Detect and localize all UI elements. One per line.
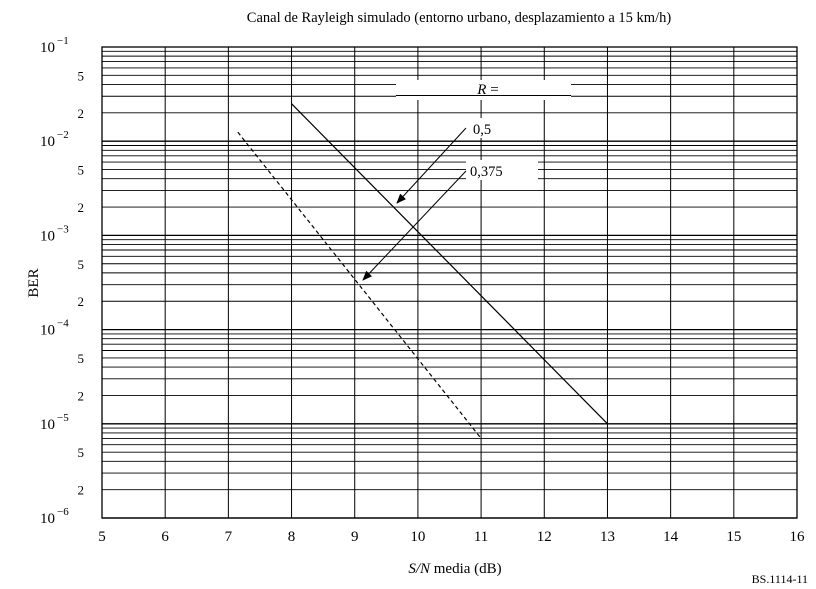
y-tick-label-minor: 5 xyxy=(78,445,85,460)
legend-box-0 xyxy=(466,118,524,138)
x-tick-label: 10 xyxy=(410,529,425,545)
legend-arrow-0 xyxy=(396,127,467,204)
y-tick-label-minor: 5 xyxy=(78,68,85,83)
y-tick-label-minor: 5 xyxy=(78,163,85,178)
legend-label-0: 0,5 xyxy=(473,122,491,138)
x-tick-label: 5 xyxy=(98,529,106,545)
legend-header: R = xyxy=(476,82,498,98)
x-tick-label: 11 xyxy=(474,529,488,545)
y-tick-label-decade: 10 −4 xyxy=(40,318,69,339)
x-tick-label: 14 xyxy=(663,529,679,545)
series-line-1 xyxy=(237,131,482,439)
y-tick-label-minor: 2 xyxy=(78,294,85,309)
y-tick-label-decade: 10 −2 xyxy=(40,129,69,150)
y-tick-label-minor: 2 xyxy=(78,200,85,215)
figure-id: BS.1114-11 xyxy=(752,572,808,586)
grid xyxy=(101,46,798,519)
legend-arrow-1 xyxy=(362,170,467,281)
x-tick-label: 8 xyxy=(288,529,296,545)
y-tick-base: 10 xyxy=(40,134,55,150)
y-tick-label-minor: 5 xyxy=(78,351,85,366)
y-tick-base: 10 xyxy=(40,323,55,339)
y-axis-label: BER xyxy=(26,268,42,297)
y-tick-exponent: −6 xyxy=(57,506,69,518)
y-tick-exponent: −2 xyxy=(57,129,69,141)
legend-label-1: 0,375 xyxy=(470,164,503,180)
y-tick-label-decade: 10 −5 xyxy=(40,412,69,433)
y-tick-exponent: −3 xyxy=(57,223,69,235)
plot-frame xyxy=(101,46,798,519)
legend-box-1 xyxy=(466,160,538,180)
y-tick-base: 10 xyxy=(40,40,55,56)
x-tick-label: 13 xyxy=(600,529,615,545)
series-layer xyxy=(237,103,608,439)
x-tick-label: 16 xyxy=(790,529,806,545)
y-tick-label-decade: 10 −1 xyxy=(40,35,69,56)
y-tick-exponent: −1 xyxy=(57,35,69,47)
x-axis-label: S/N media (dB) xyxy=(408,561,501,577)
x-tick-label: 9 xyxy=(351,529,359,545)
series-line-0 xyxy=(291,103,608,425)
x-tick-label: 15 xyxy=(726,529,741,545)
y-tick-base: 10 xyxy=(40,228,55,244)
x-tick-label: 6 xyxy=(161,529,169,545)
x-tick-label: 12 xyxy=(537,529,552,545)
y-tick-label-minor: 5 xyxy=(78,257,85,272)
y-tick-label-minor: 2 xyxy=(78,388,85,403)
legend-header-italic: R xyxy=(476,82,486,98)
x-axis-label-rest: media (dB) xyxy=(430,561,502,577)
y-tick-label-minor: 2 xyxy=(78,483,85,498)
x-tick-labels: 5 6 7 8 9 10 11 12 13 14 15 16 xyxy=(98,529,805,545)
legend: R = 0,5 0,375 xyxy=(362,80,571,281)
y-tick-label-decade: 10 −6 xyxy=(40,506,69,527)
y-tick-base: 10 xyxy=(40,417,55,433)
y-tick-base: 10 xyxy=(40,511,55,527)
x-tick-label: 7 xyxy=(225,529,233,545)
chart-title: Canal de Rayleigh simulado (entorno urba… xyxy=(247,10,672,26)
y-tick-exponent: −4 xyxy=(57,318,69,330)
y-tick-label-minor: 2 xyxy=(78,106,85,121)
legend-header-rest: = xyxy=(486,82,498,98)
y-tick-exponent: −5 xyxy=(57,412,69,424)
y-tick-label-decade: 10 −3 xyxy=(40,223,69,244)
x-axis-label-italic: S/N xyxy=(408,561,431,577)
